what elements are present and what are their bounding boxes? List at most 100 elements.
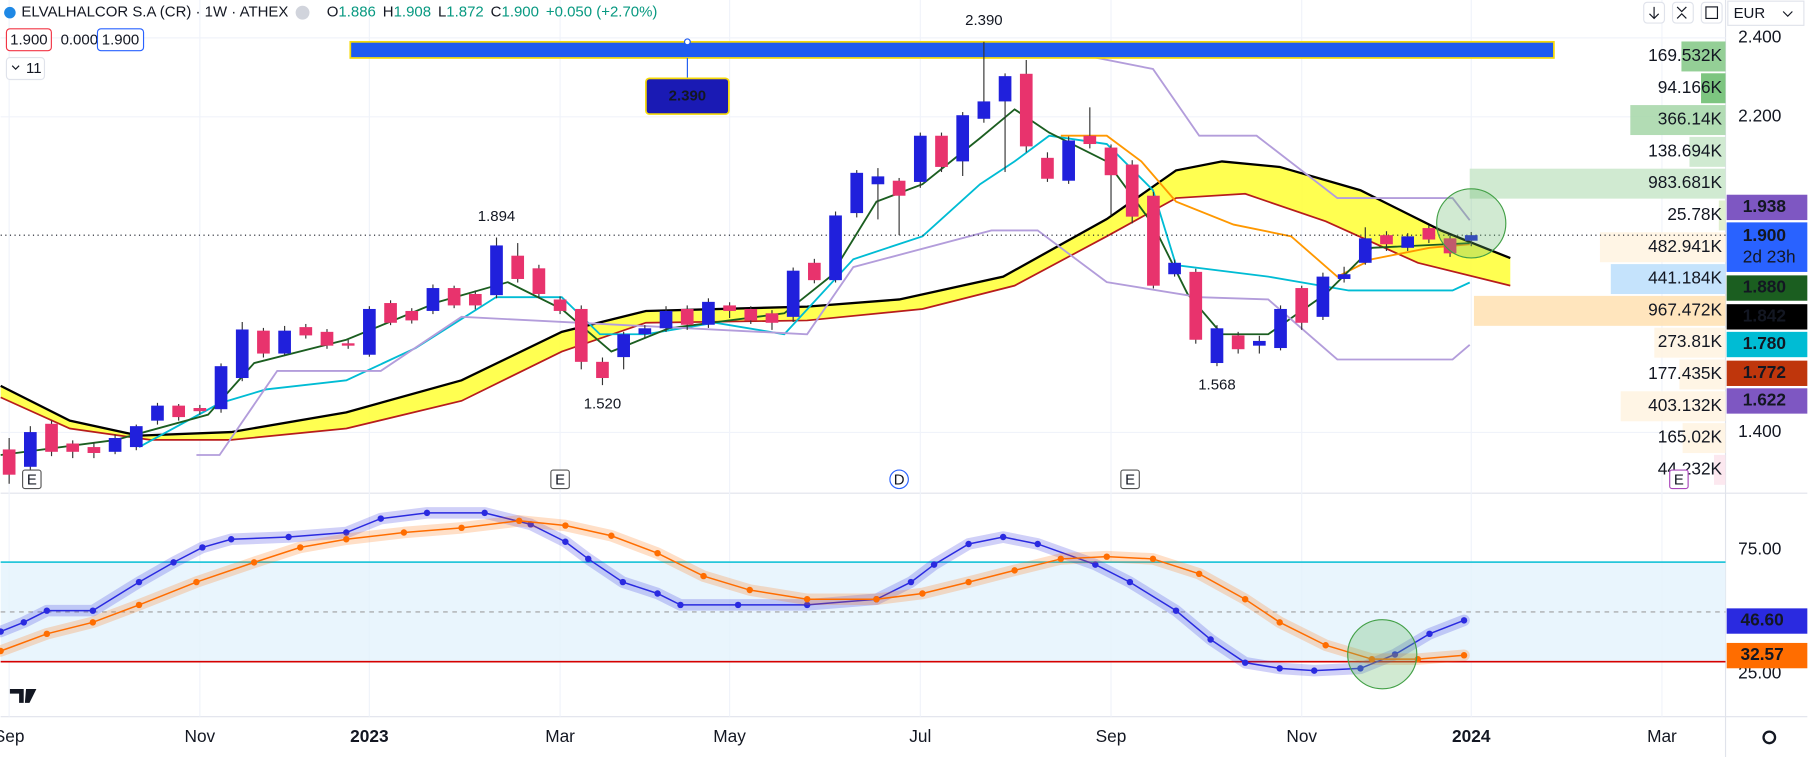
overlay-line: [196, 229, 1471, 456]
candle-body: [341, 343, 355, 346]
series-dot: [515, 517, 523, 525]
candle-body: [468, 293, 482, 306]
price-label: 1.772: [1743, 362, 1786, 382]
logo[interactable]: [9, 689, 37, 703]
highlight: [1347, 619, 1418, 690]
candle-body: [723, 305, 736, 311]
series-dot: [1195, 570, 1203, 578]
visibility-icon[interactable]: [295, 5, 310, 20]
x-tick-label: Nov: [1286, 726, 1317, 746]
volume-bar: [1701, 73, 1726, 104]
series-dot: [930, 561, 938, 568]
collapse-button[interactable]: [5, 57, 46, 81]
series-dot: [458, 524, 465, 532]
candle-body: [1464, 235, 1478, 241]
value-label: 46.60: [1741, 610, 1784, 630]
event-label: E: [1674, 471, 1684, 488]
candle-body: [447, 288, 461, 306]
x-tick-label: Nov: [184, 726, 215, 746]
candle-body: [786, 270, 800, 317]
currency: EUR: [1734, 5, 1766, 22]
series-dot: [562, 522, 569, 529]
price-label: 1.880: [1743, 277, 1786, 297]
volume-label: 366.14K: [1658, 109, 1723, 129]
candle-body: [1168, 262, 1181, 275]
series-dot: [1460, 617, 1468, 624]
series-dot: [1391, 651, 1399, 658]
ohlc-change: +0.050 (+2.70%): [546, 4, 658, 21]
series-dot: [1241, 595, 1249, 603]
y-tick-label: 2.400: [1738, 26, 1781, 46]
series-dot: [199, 544, 206, 551]
series-dot: [377, 515, 385, 522]
series-dot: [170, 559, 177, 566]
volume-label: 138.694K: [1648, 140, 1722, 160]
candle-body: [617, 334, 630, 358]
event-marker: [1120, 469, 1140, 490]
volume-label: 441.184K: [1648, 268, 1722, 288]
settings-icon[interactable]: [1762, 730, 1777, 745]
candle-body: [1104, 147, 1118, 176]
candle-body: [66, 443, 80, 452]
volume-label: 403.132K: [1648, 395, 1722, 415]
zone-label-box: [645, 77, 730, 115]
ohlc-value: 1.908: [394, 4, 431, 21]
x-tick-label: Jul: [909, 726, 931, 746]
toolbar-button[interactable]: [1700, 1, 1723, 24]
series-dot: [562, 538, 569, 545]
candle-body: [892, 180, 906, 196]
candle-body: [151, 405, 164, 421]
y-tick-label: 1.400: [1738, 421, 1781, 441]
series-dot: [1126, 578, 1134, 586]
candle-body: [363, 308, 376, 355]
volume-label: 177.435K: [1648, 363, 1722, 383]
y-tick-label: 75.00: [1738, 538, 1781, 558]
symbol[interactable]: ELVALHALCOR S.A (CR) · 1W · ATHEX: [21, 4, 288, 21]
price-label: 1.842: [1743, 305, 1786, 325]
volume-label: 967.472K: [1648, 299, 1722, 319]
series-dot: [1357, 665, 1364, 672]
series-dot: [919, 590, 926, 597]
series-dot: [907, 578, 915, 586]
overlay-line: [1060, 134, 1470, 278]
zone-label: 2.390: [669, 88, 706, 105]
series-dot: [619, 578, 627, 586]
candle-body: [1401, 236, 1415, 248]
candle-body: [108, 437, 122, 452]
candle-body: [998, 76, 1012, 102]
event-label: D: [894, 471, 905, 488]
price-label-box: [1726, 194, 1808, 221]
candle-body: [1295, 288, 1309, 323]
input-box[interactable]: [96, 28, 145, 52]
x-tick-label: Sep: [0, 726, 25, 746]
series-dot: [803, 595, 811, 603]
x-tick-label: Mar: [1647, 726, 1677, 746]
series-dot: [1103, 553, 1111, 560]
candle-body: [829, 215, 842, 281]
price-label-box: [1726, 388, 1808, 414]
candle-body: [23, 432, 37, 467]
overlay-line: [138, 134, 1471, 448]
event-marker: [550, 469, 570, 490]
price-label-box: [1726, 331, 1808, 358]
candle-body: [1316, 276, 1330, 317]
volume-label: 25.78K: [1667, 204, 1722, 224]
event-label: E: [27, 471, 37, 488]
chevron: [11, 65, 20, 70]
series-dot: [1311, 667, 1318, 674]
candle-body: [2, 449, 16, 475]
input-box[interactable]: [5, 28, 52, 52]
candle-body: [299, 327, 313, 336]
volume-label: 44.232K: [1658, 458, 1723, 478]
volume-bar: [1681, 41, 1726, 72]
price-label: 1.622: [1743, 390, 1786, 410]
event-label: E: [1125, 471, 1135, 488]
series-dot: [423, 509, 431, 517]
ohlc-value: 1.886: [338, 4, 375, 21]
toolbar-button[interactable]: [1671, 1, 1694, 24]
candle-body: [405, 310, 419, 321]
candle-body: [1380, 235, 1393, 245]
candle-body: [490, 245, 503, 296]
volume-label: 165.02K: [1658, 427, 1723, 447]
volume-bar: [1682, 423, 1726, 454]
